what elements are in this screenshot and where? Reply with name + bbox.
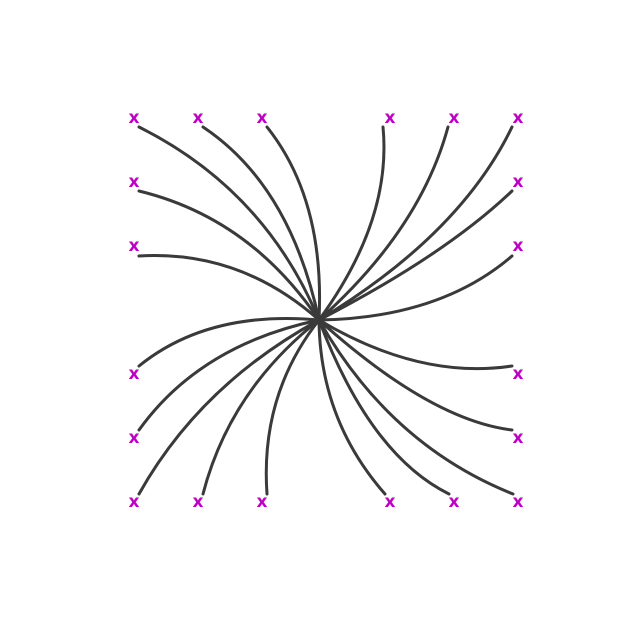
marker-top-5: x <box>449 108 460 128</box>
curve-top-3 <box>265 125 322 322</box>
marker-right-2: x <box>513 236 524 256</box>
marker-left-1: x <box>129 172 140 192</box>
marker-left-2: x <box>129 236 140 256</box>
marker-bottom-2: x <box>193 492 204 512</box>
curve-top-2 <box>201 125 321 322</box>
marker-bottom-1: x <box>129 492 140 512</box>
curve-top-1 <box>137 125 321 322</box>
curve-left-3 <box>137 316 321 368</box>
terminal-markers: x x x x x x x x x x x x x x x x x x x x <box>129 108 524 512</box>
curve-bottom-2 <box>201 318 321 496</box>
marker-right-1: x <box>513 172 524 192</box>
marker-right-4: x <box>513 428 524 448</box>
marker-bottom-4: x <box>385 492 396 512</box>
marker-left-4: x <box>129 428 140 448</box>
curve-bottom-4 <box>317 318 387 496</box>
connector-curves <box>137 125 515 496</box>
curve-top-4 <box>317 125 386 322</box>
curve-left-4 <box>137 318 321 432</box>
curve-bottom-6 <box>317 318 515 496</box>
marker-top-2: x <box>193 108 204 128</box>
marker-bottom-6: x <box>513 492 524 512</box>
curve-bottom-1 <box>137 318 321 496</box>
curve-top-6 <box>317 125 514 322</box>
curve-right-4 <box>317 318 514 432</box>
curve-bottom-3 <box>264 318 321 496</box>
curve-bottom-5 <box>317 318 451 496</box>
marker-top-6: x <box>513 108 524 128</box>
curve-left-1 <box>137 189 321 322</box>
marker-bottom-3: x <box>257 492 268 512</box>
marker-top-4: x <box>385 108 396 128</box>
curve-right-3 <box>317 318 514 371</box>
curve-top-5 <box>317 125 450 322</box>
marker-left-3: x <box>129 364 140 384</box>
curve-right-2 <box>317 254 514 322</box>
curve-left-2 <box>137 254 321 322</box>
marker-top-3: x <box>257 108 268 128</box>
marker-right-3: x <box>513 364 524 384</box>
curve-right-1 <box>317 189 514 322</box>
marker-top-1: x <box>129 108 140 128</box>
marker-bottom-5: x <box>449 492 460 512</box>
